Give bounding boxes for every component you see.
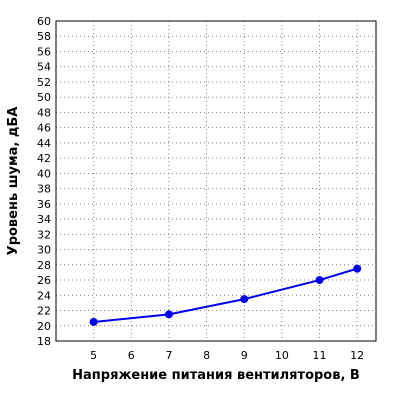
y-tick-label: 50: [37, 91, 51, 104]
data-point: [89, 317, 98, 326]
x-tick-labels: 5 6 7 8 9 10 11 12: [90, 349, 364, 362]
y-tick-label: 32: [37, 228, 51, 241]
y-tick-label: 26: [37, 274, 51, 287]
y-tick-label: 56: [37, 45, 51, 58]
y-tick-label: 40: [37, 167, 51, 180]
y-tick-label: 28: [37, 259, 51, 272]
y-tick-label: 58: [37, 30, 51, 43]
y-tick-label: 48: [37, 106, 51, 119]
y-tick-label: 60: [37, 15, 51, 28]
y-tick-label: 46: [37, 122, 51, 135]
y-tick-label: 24: [37, 289, 51, 302]
data-point: [240, 295, 249, 304]
y-axis-title: Уровень шума, дБА: [6, 107, 21, 256]
axes: [55, 20, 377, 342]
x-tick-label: 5: [90, 349, 97, 362]
y-tick-label: 34: [37, 213, 51, 226]
x-tick-label: 9: [241, 349, 248, 362]
y-tick-label: 36: [37, 198, 51, 211]
series: [89, 264, 362, 326]
x-axis-title: Напряжение питания вентиляторов, В: [72, 368, 360, 383]
y-tick-label: 44: [37, 137, 51, 150]
data-point: [315, 276, 324, 285]
y-tick-label: 54: [37, 61, 51, 74]
y-tick-label: 42: [37, 152, 51, 165]
data-point: [353, 264, 362, 273]
x-tick-label: 12: [350, 349, 364, 362]
x-tick-label: 8: [203, 349, 210, 362]
y-tick-label: 30: [37, 244, 51, 257]
x-tick-label: 10: [275, 349, 289, 362]
grid: [56, 21, 376, 341]
y-tick-label: 52: [37, 76, 51, 89]
plot-frame: [55, 20, 377, 342]
y-tick-label: 20: [37, 320, 51, 333]
data-point: [164, 310, 173, 319]
y-tick-label: 18: [37, 335, 51, 348]
y-tick-labels: 18 20 22 24 26 28 30 32 34 36 38 40 42 44 46 48 50 52 54 56…: [37, 15, 51, 348]
x-tick-label: 7: [165, 349, 172, 362]
y-tick-label: 38: [37, 183, 51, 196]
y-tick-label: 22: [37, 305, 51, 318]
x-tick-label: 11: [313, 349, 327, 362]
x-tick-label: 6: [128, 349, 135, 362]
